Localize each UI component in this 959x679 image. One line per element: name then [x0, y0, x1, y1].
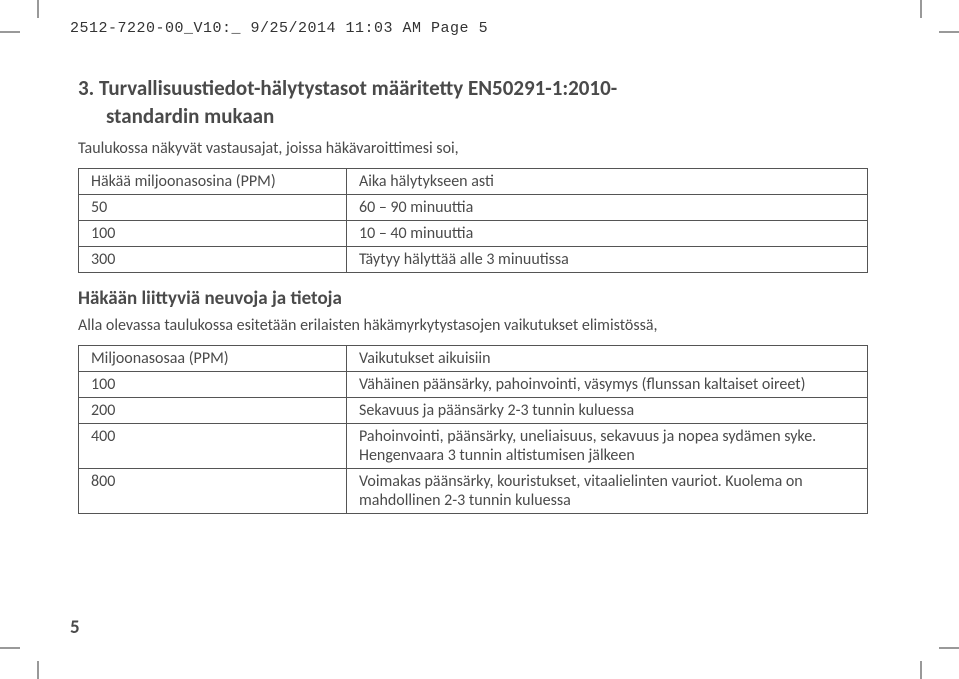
table-cell: Vähäinen päänsärky, pahoinvointi, väsymy…: [347, 372, 868, 398]
table-row: 400 Pahoinvointi, päänsärky, uneliaisuus…: [79, 424, 868, 469]
section-intro: Taulukossa näkyvät vastausajat, joissa h…: [70, 139, 889, 158]
table-cell: 800: [79, 469, 347, 514]
table-row: 50 60 – 90 minuuttia: [79, 195, 868, 221]
section-title-line2: standardin mukaan: [70, 103, 889, 129]
table-cell: 100: [79, 221, 347, 247]
table-row: 300 Täytyy hälyttää alle 3 minuutissa: [79, 247, 868, 273]
section-title-text-1: Turvallisuustiedot-hälytystasot määritet…: [99, 75, 617, 101]
table-cell: 300: [79, 247, 347, 273]
section-number: 3.: [78, 75, 94, 101]
document-page: 2512-7220-00_V10:_ 9/25/2014 11:03 AM Pa…: [0, 0, 959, 558]
print-header: 2512-7220-00_V10:_ 9/25/2014 11:03 AM Pa…: [70, 20, 889, 37]
alarm-levels-table: Häkää miljoonasosina (PPM) Aika hälytyks…: [78, 168, 868, 273]
table-header-cell: Aika hälytykseen asti: [347, 169, 868, 195]
effects-table: Miljoonasosaa (PPM) Vaikutukset aikuisii…: [78, 345, 868, 514]
table-cell: Sekavuus ja päänsärky 2-3 tunnin kuluess…: [347, 398, 868, 424]
table-row: 100 10 – 40 minuuttia: [79, 221, 868, 247]
page-number: 5: [70, 616, 80, 639]
table-row: 800 Voimakas päänsärky, kouristukset, vi…: [79, 469, 868, 514]
table-header-cell: Miljoonasosaa (PPM): [79, 346, 347, 372]
table-header-cell: Häkää miljoonasosina (PPM): [79, 169, 347, 195]
table-cell: 10 – 40 minuuttia: [347, 221, 868, 247]
table-cell: Täytyy hälyttää alle 3 minuutissa: [347, 247, 868, 273]
table-cell: 400: [79, 424, 347, 469]
table-row: Miljoonasosaa (PPM) Vaikutukset aikuisii…: [79, 346, 868, 372]
table-header-cell: Vaikutukset aikuisiin: [347, 346, 868, 372]
table-cell: Voimakas päänsärky, kouristukset, vitaal…: [347, 469, 868, 514]
table-row: Häkää miljoonasosina (PPM) Aika hälytyks…: [79, 169, 868, 195]
table-cell: 100: [79, 372, 347, 398]
subsection-intro: Alla olevassa taulukossa esitetään erila…: [70, 316, 889, 335]
subsection-title: Häkään liittyviä neuvoja ja tietoja: [70, 287, 889, 310]
table-cell: 50: [79, 195, 347, 221]
table-cell: 60 – 90 minuuttia: [347, 195, 868, 221]
table-row: 200 Sekavuus ja päänsärky 2-3 tunnin kul…: [79, 398, 868, 424]
section-title-line1: 3. Turvallisuustiedot-hälytystasot määri…: [70, 75, 889, 101]
table-cell: Pahoinvointi, päänsärky, uneliaisuus, se…: [347, 424, 868, 469]
table-row: 100 Vähäinen päänsärky, pahoinvointi, vä…: [79, 372, 868, 398]
table-cell: 200: [79, 398, 347, 424]
